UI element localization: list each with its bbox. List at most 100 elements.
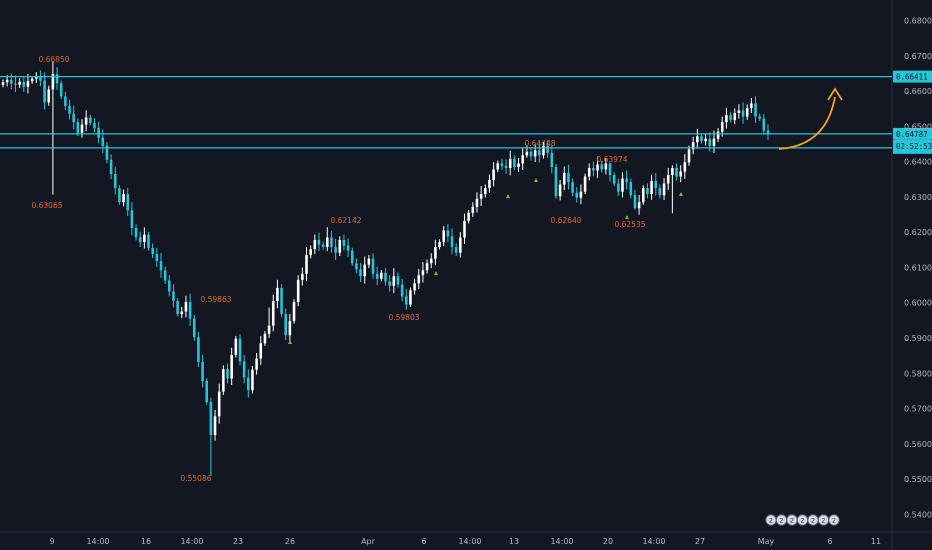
event-badge[interactable]: 2 xyxy=(828,514,840,526)
candle-body xyxy=(671,168,674,176)
x-tick-label: 16 xyxy=(141,537,151,546)
candle-body xyxy=(587,168,591,177)
candle-body xyxy=(696,136,699,143)
candle-body xyxy=(500,163,504,166)
x-tick-label: 6 xyxy=(827,537,832,546)
candle-body xyxy=(641,188,645,203)
candle-body xyxy=(504,165,508,169)
candle-body xyxy=(463,220,466,238)
candle-body xyxy=(22,81,26,87)
candle-body xyxy=(729,115,732,121)
candle-body xyxy=(479,194,483,199)
candle-body xyxy=(442,230,445,243)
candle-body xyxy=(301,273,304,280)
candle-body xyxy=(625,178,628,183)
candle-body xyxy=(429,258,433,264)
candle-body xyxy=(159,261,163,271)
candle-body xyxy=(43,80,46,103)
candle-body xyxy=(213,416,217,436)
signal-marker xyxy=(434,271,438,275)
candle-body xyxy=(118,188,121,203)
candle-body xyxy=(467,212,470,221)
candle-body xyxy=(413,283,416,291)
event-badge[interactable]: 2 xyxy=(765,514,777,526)
candle-body xyxy=(5,79,9,83)
candle-body xyxy=(708,138,712,146)
candle-body xyxy=(84,117,88,125)
candle-body xyxy=(575,192,579,198)
event-badge[interactable]: 2 xyxy=(786,514,798,526)
candle-body xyxy=(496,163,500,170)
event-badge[interactable]: 2 xyxy=(807,514,819,526)
svg-text:2: 2 xyxy=(821,517,825,525)
candle-body xyxy=(217,391,221,417)
candle-body xyxy=(130,210,134,228)
candle-body xyxy=(737,110,741,113)
candle-body xyxy=(745,108,749,117)
candle-body xyxy=(201,361,204,382)
candle-body xyxy=(629,182,633,196)
candle-body xyxy=(666,175,670,184)
event-badge[interactable]: 2 xyxy=(775,514,788,526)
price-annotation: 0.55086 xyxy=(180,474,211,483)
candle-body xyxy=(359,269,362,277)
candle-body xyxy=(271,300,275,326)
candle-body xyxy=(691,142,695,150)
candle-body xyxy=(309,249,312,256)
event-badge[interactable]: 2 xyxy=(817,514,830,526)
candles xyxy=(1,61,770,477)
candle-body xyxy=(425,263,429,271)
candle-body xyxy=(438,242,441,248)
candle-body xyxy=(188,302,192,319)
candle-body xyxy=(741,110,745,117)
candle-body xyxy=(10,79,13,84)
x-tick-label: Apr xyxy=(361,537,376,546)
candle-body xyxy=(766,130,770,135)
candle-body xyxy=(105,145,109,160)
x-tick-label: 20 xyxy=(603,537,613,546)
candle-body xyxy=(47,89,51,103)
candle-body xyxy=(326,237,329,248)
signal-marker xyxy=(288,340,292,344)
x-tick-label: 14:00 xyxy=(642,537,665,546)
svg-text:2: 2 xyxy=(811,517,815,525)
candle-body xyxy=(338,239,342,253)
candle-body xyxy=(592,168,595,171)
candle-body xyxy=(483,188,487,195)
candle-body xyxy=(380,272,383,279)
event-badge[interactable]: 2 xyxy=(796,514,809,526)
candle-body xyxy=(733,112,737,121)
candle-body xyxy=(521,155,524,164)
projection-arrow xyxy=(778,96,836,150)
candle-body xyxy=(14,83,17,85)
price-annotation: 0.62535 xyxy=(614,220,645,229)
candle-body xyxy=(113,174,117,189)
candle-body xyxy=(76,122,80,133)
candle-body xyxy=(80,124,84,133)
projection-arrowhead xyxy=(827,87,843,101)
price-annotation: 0.63974 xyxy=(596,155,627,164)
candle-body xyxy=(138,237,142,243)
candle-body xyxy=(546,145,549,153)
svg-text:0.66411: 0.66411 xyxy=(896,73,928,82)
candle-body xyxy=(172,291,175,301)
x-tick-label: 9 xyxy=(49,537,54,546)
svg-text:2: 2 xyxy=(769,517,773,525)
candle-body xyxy=(292,302,296,322)
candle-body xyxy=(637,202,641,209)
candle-body xyxy=(367,258,371,265)
candle-body xyxy=(538,150,541,156)
candle-body xyxy=(205,381,209,403)
candle-body xyxy=(350,250,354,264)
candle-body xyxy=(134,227,138,238)
candle-body xyxy=(488,180,491,189)
candle-body xyxy=(30,78,34,82)
level-price-tag: 0.64787 xyxy=(893,127,932,140)
candle-body xyxy=(471,206,475,213)
candle-body xyxy=(758,116,761,119)
